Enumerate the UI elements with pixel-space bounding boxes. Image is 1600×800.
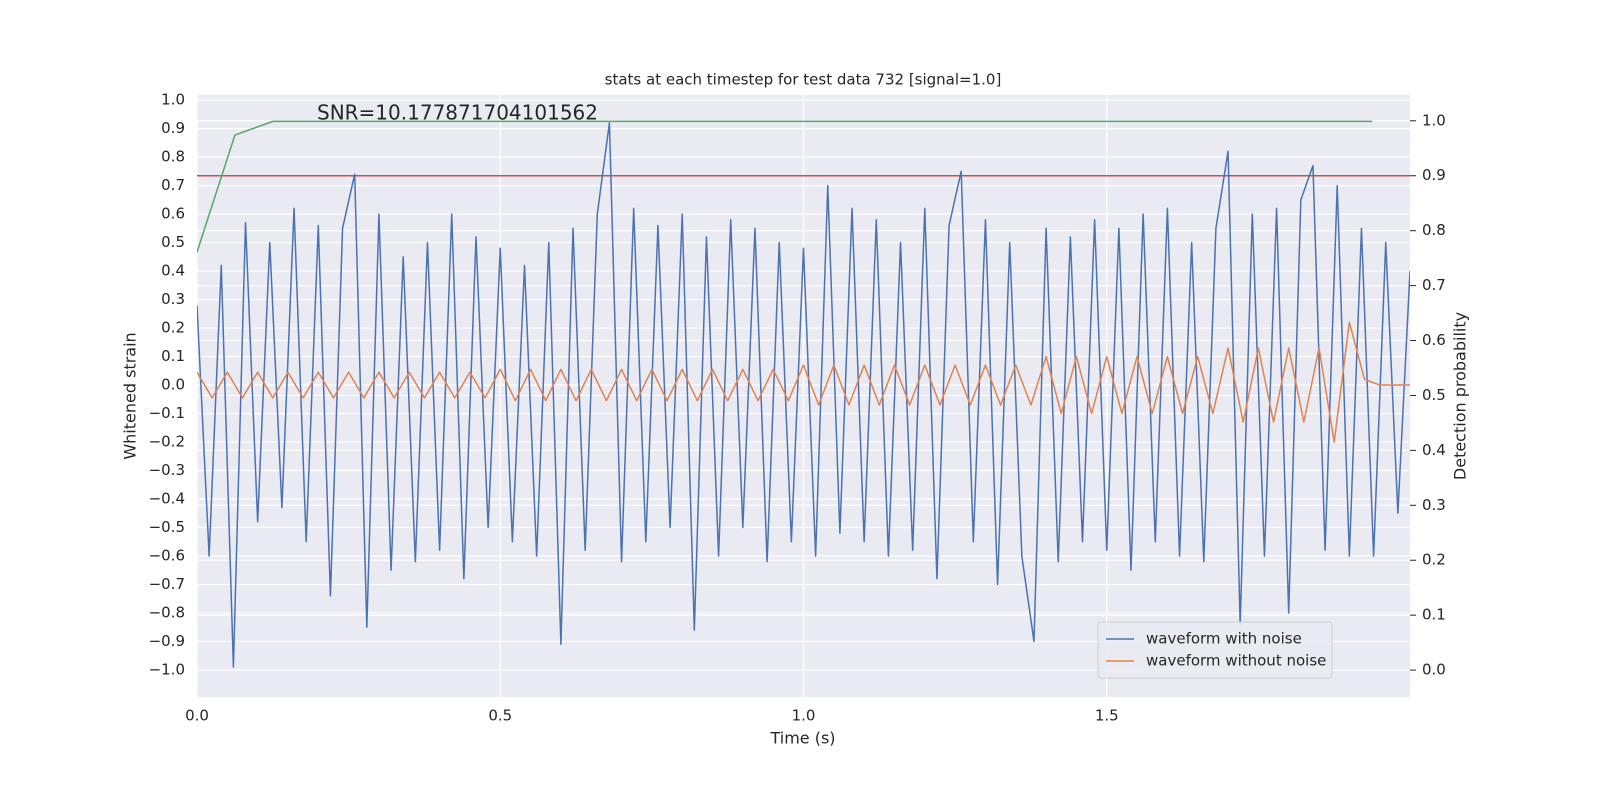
- y2-tick-label: 0.8: [1422, 221, 1446, 239]
- y2-tick-label: 1.0: [1422, 111, 1446, 129]
- series-line: [197, 321, 1410, 443]
- y-tick-label: −0.5: [149, 518, 185, 536]
- y-tick-label: −0.7: [149, 575, 185, 593]
- y2-tick-label: 0.9: [1422, 166, 1446, 184]
- y-tick-label: 0.0: [161, 376, 185, 394]
- chart-title: stats at each timestep for test data 732…: [605, 71, 1002, 89]
- y-tick-label: 0.2: [161, 319, 185, 337]
- series-line: [197, 120, 1373, 253]
- y-tick-label: 0.7: [161, 176, 185, 194]
- legend-box: [1097, 621, 1333, 679]
- y2-tick-label: 0.5: [1422, 386, 1446, 404]
- y2-tick-label: 0.3: [1422, 496, 1446, 514]
- y2-tick-label: 0.6: [1422, 331, 1446, 349]
- x-tick-label: 1.0: [792, 707, 816, 725]
- y-tick-label: −1.0: [149, 660, 185, 678]
- x-tick-label: 0.5: [488, 707, 512, 725]
- annotation: SNR=10.177871704101562: [317, 101, 598, 125]
- plot-marks: [197, 120, 1410, 668]
- y-tick-label: −0.3: [149, 461, 185, 479]
- y-axis-label: Whitened strain: [121, 332, 140, 459]
- legend-label: waveform with noise: [1146, 630, 1302, 648]
- y-tick-label: 1.0: [161, 91, 185, 109]
- y-tick-label: −0.8: [149, 603, 185, 621]
- series-line: [197, 122, 1410, 668]
- x-axis-label: Time (s): [769, 729, 835, 748]
- y-tick-label: −0.1: [149, 404, 185, 422]
- y2-axis-label: Detection probability: [1451, 312, 1470, 480]
- legend: waveform with noise waveform without nois…: [1097, 621, 1333, 679]
- y-tick-label: 0.5: [161, 233, 185, 251]
- y2-tick-label: 0.4: [1422, 441, 1446, 459]
- y-tick-label: 0.1: [161, 347, 185, 365]
- x-tick-label: 0.0: [185, 707, 209, 725]
- y-tick-label: 0.8: [161, 148, 185, 166]
- y2-tick-label: 0.7: [1422, 276, 1446, 294]
- legend-label: waveform without noise: [1146, 652, 1326, 670]
- y-tick-label: 0.9: [161, 119, 185, 137]
- y-tick-label: 0.3: [161, 290, 185, 308]
- y2-tick-label: 0.2: [1422, 551, 1446, 569]
- y-tick-label: −0.2: [149, 433, 185, 451]
- y-tick-label: −0.6: [149, 546, 185, 564]
- x-tick-label: 1.5: [1095, 707, 1119, 725]
- y-tick-label: −0.4: [149, 489, 185, 507]
- labels: 0.0 0.5 1.0 1.5 −1.0 −0.9 −0.8 −0.7 −0.6 −0.5 −0.4…: [149, 91, 1446, 725]
- y2-tick-label: 0.1: [1422, 606, 1446, 624]
- y-tick-label: 0.4: [161, 262, 185, 280]
- y-tick-label: −0.9: [149, 632, 185, 650]
- y2-tick-label: 0.0: [1422, 661, 1446, 679]
- y-tick-label: 0.6: [161, 205, 185, 223]
